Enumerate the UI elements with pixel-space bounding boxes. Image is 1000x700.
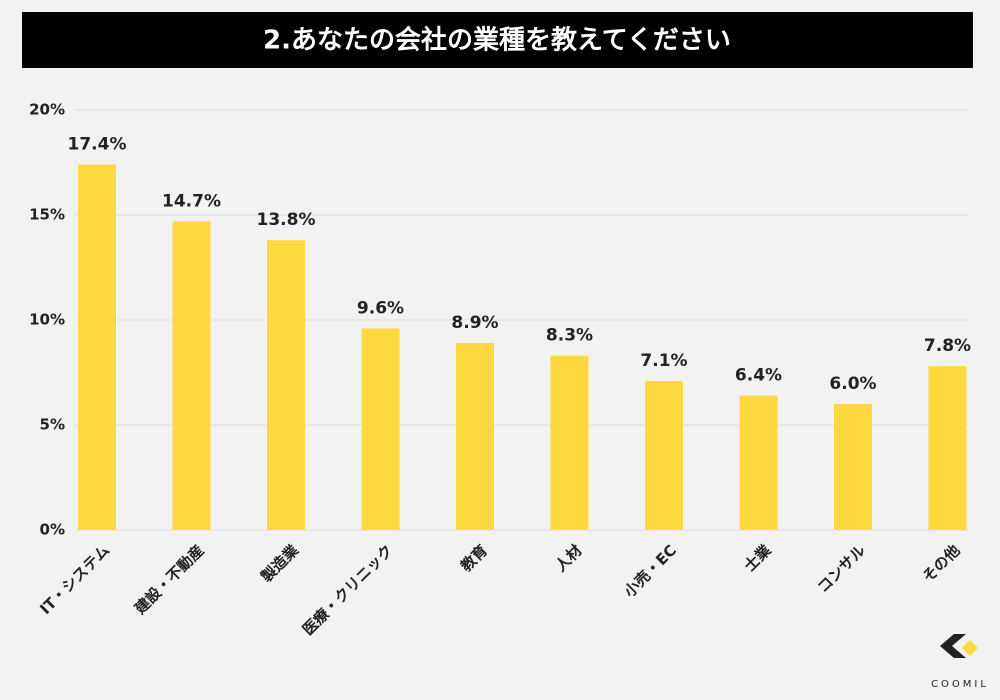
value-label: 13.8% [257, 210, 316, 230]
bar [456, 343, 494, 530]
bar [78, 164, 116, 530]
logo: COOMIL [931, 634, 989, 690]
value-label: 7.8% [924, 336, 971, 356]
bar [928, 366, 967, 530]
value-label: 6.0% [829, 374, 876, 394]
y-tick-label: 5% [40, 416, 65, 434]
y-tick-label: 15% [29, 206, 65, 224]
bar [834, 404, 872, 530]
y-tick-label: 10% [29, 311, 65, 329]
y-tick-label: 20% [29, 101, 65, 119]
logo-diamond [962, 640, 978, 656]
value-label: 8.3% [546, 326, 593, 346]
title-bar [22, 12, 973, 68]
value-label: 7.1% [640, 351, 687, 371]
logo-text: COOMIL [931, 679, 989, 690]
y-tick-label: 0% [40, 521, 65, 539]
bar [172, 221, 211, 531]
logo-mark [940, 634, 966, 658]
value-label: 8.9% [451, 313, 498, 333]
value-label: 9.6% [357, 298, 404, 318]
value-label: 6.4% [735, 366, 782, 386]
bar [739, 395, 778, 530]
bar [550, 355, 589, 530]
value-label: 14.7% [162, 191, 221, 211]
chart-title: 2.あなたの会社の業種を教えてください [263, 25, 731, 56]
bar [361, 328, 400, 530]
bar [267, 240, 305, 530]
bar [645, 380, 683, 530]
value-label: 17.4% [68, 135, 127, 155]
